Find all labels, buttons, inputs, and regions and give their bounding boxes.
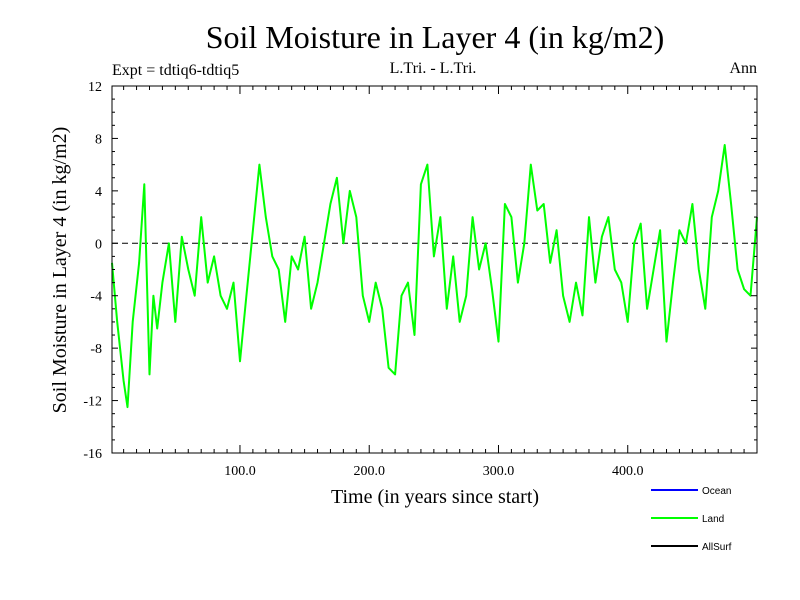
- x-tick-label: 100.0: [224, 464, 256, 479]
- chart-title: Soil Moisture in Layer 4 (in kg/m2): [206, 19, 665, 55]
- region-label: L.Tri. - L.Tri.: [390, 60, 477, 77]
- experiment-label: Expt = tdtiq6-tdtiq5: [112, 62, 239, 79]
- y-tick-label: -8: [90, 342, 102, 357]
- y-tick-label: -16: [83, 447, 102, 462]
- legend: Ocean Land AllSurf: [651, 486, 732, 553]
- series-line-land: [111, 144, 758, 409]
- y-tick-label: 4: [95, 185, 102, 200]
- y-tick-label: -12: [83, 395, 102, 410]
- legend-label-ocean: Ocean: [702, 486, 731, 497]
- legend-label-land: Land: [702, 514, 724, 525]
- y-tick-label: 12: [88, 80, 102, 95]
- y-axis-label: Soil Moisture in Layer 4 (in kg/m2): [49, 127, 71, 414]
- plot-frame: [111, 85, 758, 454]
- x-axis-label: Time (in years since start): [331, 486, 539, 508]
- y-tick-label: 8: [95, 132, 102, 147]
- x-tick-label: 200.0: [353, 464, 385, 479]
- legend-label-allsurf: AllSurf: [702, 542, 732, 553]
- x-tick-label: 300.0: [483, 464, 515, 479]
- season-label: Ann: [729, 60, 757, 77]
- x-tick-label: 400.0: [612, 464, 644, 479]
- y-tick-label: -4: [90, 290, 102, 305]
- y-tick-label: 0: [95, 237, 102, 252]
